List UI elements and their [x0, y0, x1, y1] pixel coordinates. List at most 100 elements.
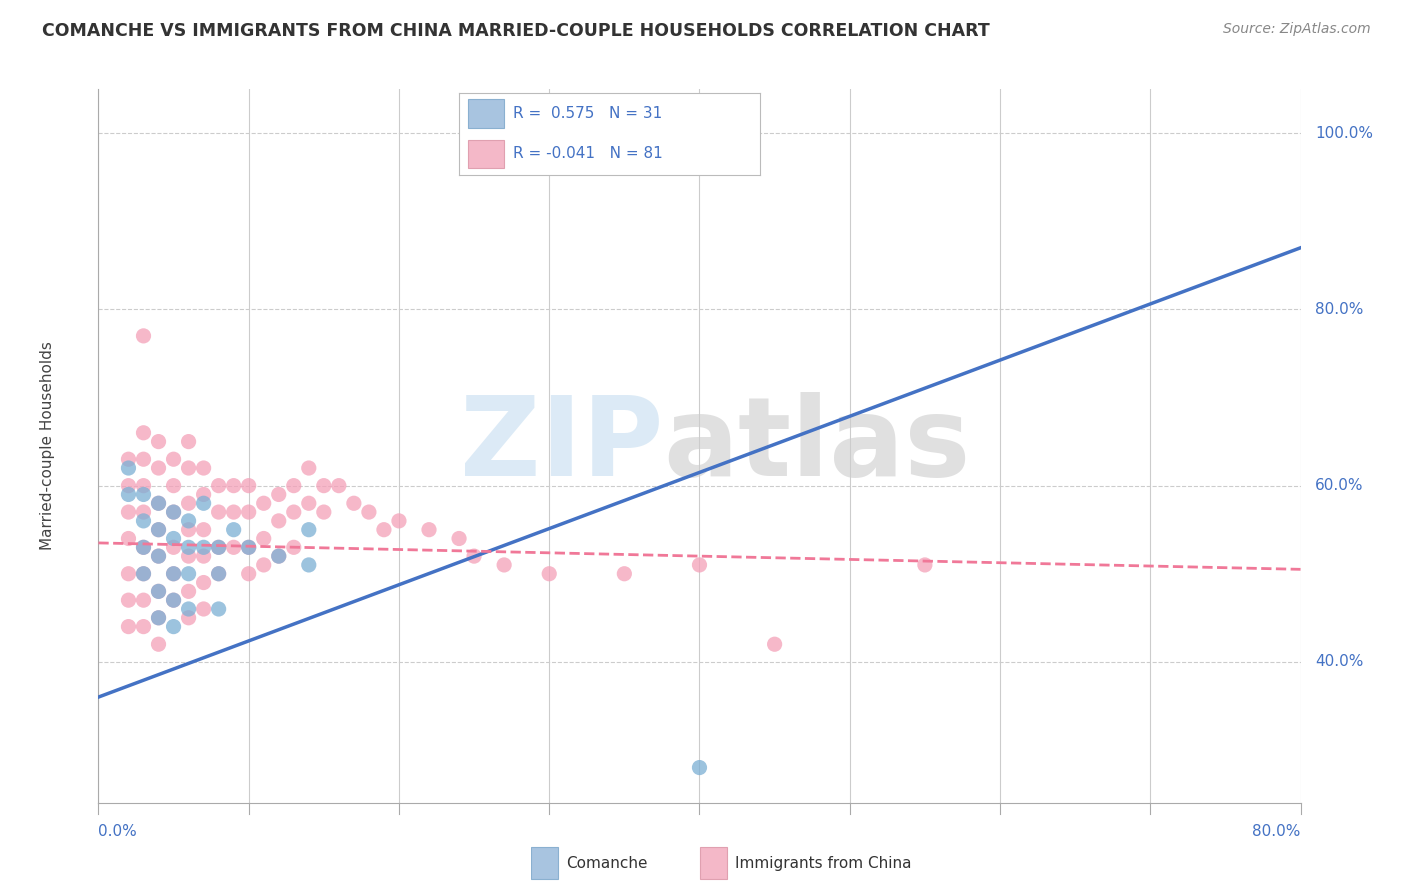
Text: 40.0%: 40.0%: [1315, 655, 1364, 669]
Point: [267, 549, 290, 563]
Point: [193, 549, 215, 563]
Point: [222, 541, 245, 555]
Bar: [531, 847, 558, 880]
Point: [343, 496, 366, 510]
Point: [177, 611, 200, 625]
Point: [238, 541, 260, 555]
Point: [208, 478, 231, 492]
Point: [162, 566, 184, 581]
Point: [148, 584, 170, 599]
Point: [193, 602, 215, 616]
Text: COMANCHE VS IMMIGRANTS FROM CHINA MARRIED-COUPLE HOUSEHOLDS CORRELATION CHART: COMANCHE VS IMMIGRANTS FROM CHINA MARRIE…: [42, 22, 990, 40]
Point: [688, 558, 710, 572]
Point: [222, 523, 245, 537]
Point: [117, 593, 139, 607]
Point: [117, 619, 139, 633]
Point: [538, 566, 561, 581]
Point: [388, 514, 411, 528]
Point: [238, 478, 260, 492]
Point: [148, 496, 170, 510]
Bar: [468, 139, 505, 169]
Point: [132, 505, 155, 519]
Point: [117, 505, 139, 519]
Point: [283, 478, 305, 492]
Point: [132, 619, 155, 633]
Point: [177, 434, 200, 449]
Text: 80.0%: 80.0%: [1253, 824, 1301, 839]
Point: [132, 478, 155, 492]
Point: [177, 584, 200, 599]
Point: [688, 760, 710, 774]
Point: [148, 584, 170, 599]
Point: [298, 461, 321, 475]
Point: [613, 566, 636, 581]
Point: [177, 514, 200, 528]
Point: [162, 593, 184, 607]
Point: [177, 523, 200, 537]
Point: [177, 541, 200, 555]
Point: [148, 611, 170, 625]
Point: [914, 558, 936, 572]
Text: Comanche: Comanche: [565, 855, 647, 871]
Text: 100.0%: 100.0%: [1315, 126, 1374, 141]
Point: [132, 566, 155, 581]
Point: [222, 505, 245, 519]
Point: [328, 478, 350, 492]
Point: [763, 637, 786, 651]
Point: [177, 566, 200, 581]
Point: [162, 541, 184, 555]
Point: [463, 549, 485, 563]
Point: [177, 461, 200, 475]
Text: Married-couple Households: Married-couple Households: [41, 342, 55, 550]
Point: [117, 487, 139, 501]
Point: [162, 452, 184, 467]
Point: [238, 541, 260, 555]
Point: [148, 461, 170, 475]
Point: [193, 487, 215, 501]
Point: [208, 602, 231, 616]
Point: [418, 523, 440, 537]
Point: [132, 593, 155, 607]
Point: [267, 487, 290, 501]
Text: atlas: atlas: [664, 392, 970, 500]
Text: 60.0%: 60.0%: [1315, 478, 1364, 493]
Point: [253, 558, 276, 572]
Point: [162, 566, 184, 581]
Text: R =  0.575   N = 31: R = 0.575 N = 31: [513, 106, 662, 121]
Point: [162, 593, 184, 607]
Point: [117, 566, 139, 581]
Point: [193, 523, 215, 537]
Point: [148, 611, 170, 625]
Point: [162, 505, 184, 519]
Point: [208, 505, 231, 519]
Point: [447, 532, 470, 546]
Point: [148, 523, 170, 537]
Point: [298, 523, 321, 537]
Point: [148, 549, 170, 563]
Text: Source: ZipAtlas.com: Source: ZipAtlas.com: [1223, 22, 1371, 37]
Point: [267, 549, 290, 563]
Point: [132, 541, 155, 555]
Point: [162, 619, 184, 633]
Point: [132, 514, 155, 528]
Text: 0.0%: 0.0%: [98, 824, 138, 839]
Point: [193, 461, 215, 475]
Point: [253, 496, 276, 510]
Point: [312, 478, 335, 492]
Point: [298, 558, 321, 572]
Point: [132, 329, 155, 343]
Point: [312, 505, 335, 519]
Point: [132, 566, 155, 581]
Point: [148, 637, 170, 651]
Point: [298, 496, 321, 510]
Point: [132, 452, 155, 467]
Point: [148, 523, 170, 537]
Point: [148, 549, 170, 563]
Point: [177, 602, 200, 616]
Point: [283, 541, 305, 555]
Point: [208, 541, 231, 555]
Point: [117, 478, 139, 492]
Point: [357, 505, 380, 519]
Point: [117, 452, 139, 467]
Point: [162, 505, 184, 519]
